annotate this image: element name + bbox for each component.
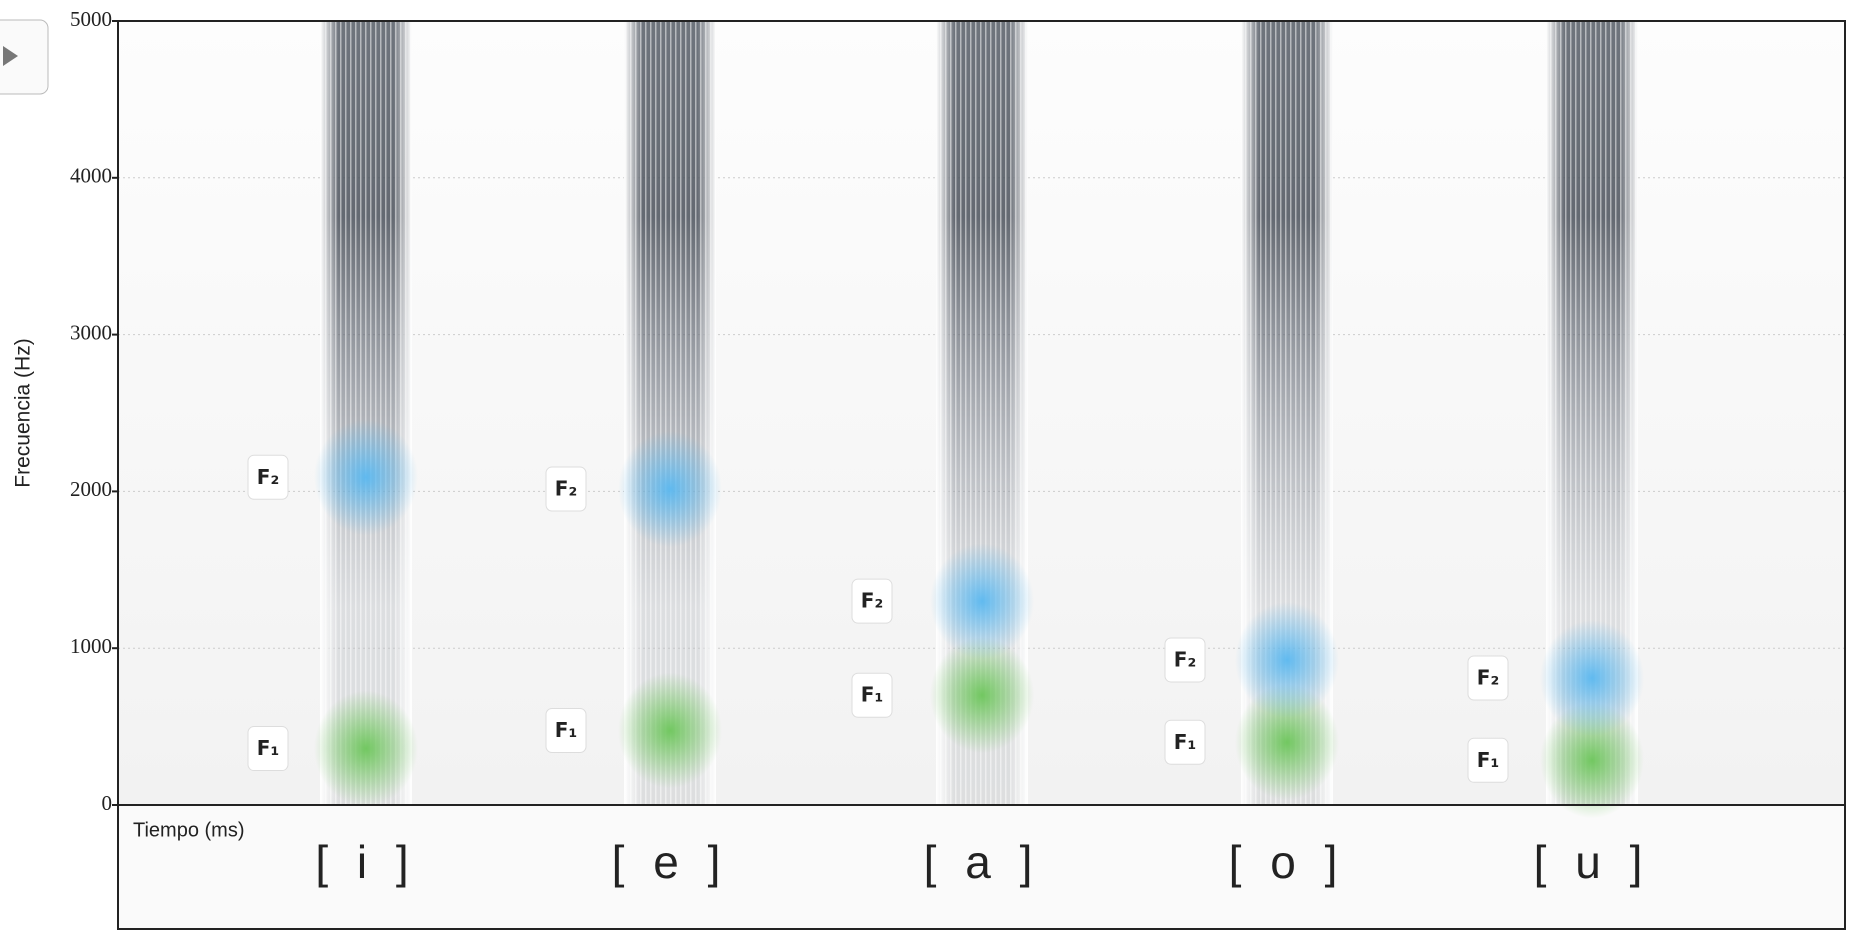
play-button[interactable] [0,19,49,95]
formant-label-box [1467,737,1509,783]
formant-label-box [1164,637,1206,683]
formant-label-text: F₂ [555,477,577,501]
y-tick-label: 4000 [70,164,112,188]
formant-label: F₂ [851,578,893,624]
x-category-label: [ i ] [315,836,416,888]
formant-blob [618,672,722,789]
formant-label-text: F₁ [257,736,279,760]
formant-label-text: F₂ [1174,647,1196,671]
y-tick-label: 1000 [70,634,112,658]
formant-label-box [851,578,893,624]
x-category-label: [ a ] [924,836,1041,888]
formant-label-text: F₁ [861,683,883,707]
formant-label: F₁ [1467,737,1509,783]
formant-label: F₂ [1467,655,1509,701]
formant-label-text: F₂ [1477,665,1499,689]
x-category-label: [ u ] [1534,836,1651,888]
formant-blob [1540,619,1644,736]
formant-label: F₁ [247,726,289,772]
x-axis-label: Tiempo (ms) [133,819,244,841]
formant-label-text: F₂ [861,589,883,613]
formant-blob [930,637,1034,754]
plot-frame [117,20,1846,806]
formant-label-text: F₁ [1174,730,1196,754]
formant-label-box [1467,655,1509,701]
formant-label-box [545,466,587,512]
formant-label: F₁ [545,708,587,754]
formant-label-box [851,672,893,718]
formant-label-box [247,726,289,772]
y-tick-label: 2000 [70,477,112,501]
x-category-label: [ o ] [1229,836,1346,888]
formant-label-text: F₁ [1477,748,1499,772]
formant-label: F₁ [1164,719,1206,765]
formant-blob [314,690,418,807]
plot-layer: 0 1000 2000 3000 4000 5000 [ i ] [ e ] [ a ] [ o … [70,7,1845,888]
play-button-box[interactable] [0,19,49,95]
x-category-label: [ e ] [612,836,729,888]
y-tick-label: 0 [102,791,113,815]
y-axis-label: Frecuencia (Hz) [12,338,35,487]
formant-blob [930,543,1034,660]
time-panel [117,804,1846,930]
formant-label-box [247,454,289,500]
y-tick-label: 5000 [70,7,112,31]
play-icon[interactable] [3,46,18,66]
formant-label: F₂ [545,466,587,512]
formant-blob [1235,601,1339,718]
formant-label-box [1164,719,1206,765]
formant-label: F₂ [247,454,289,500]
formant-label: F₁ [851,672,893,718]
formant-blob [314,419,418,536]
formant-label-box [545,708,587,754]
formant-label: F₂ [1164,637,1206,683]
formant-blob [1540,702,1644,819]
y-tick-label: 3000 [70,320,112,344]
formant-label-text: F₁ [555,718,577,742]
formant-blob [618,431,722,548]
formant-blob [1235,684,1339,801]
column-edge [320,21,412,805]
formant-label-text: F₂ [257,465,279,489]
